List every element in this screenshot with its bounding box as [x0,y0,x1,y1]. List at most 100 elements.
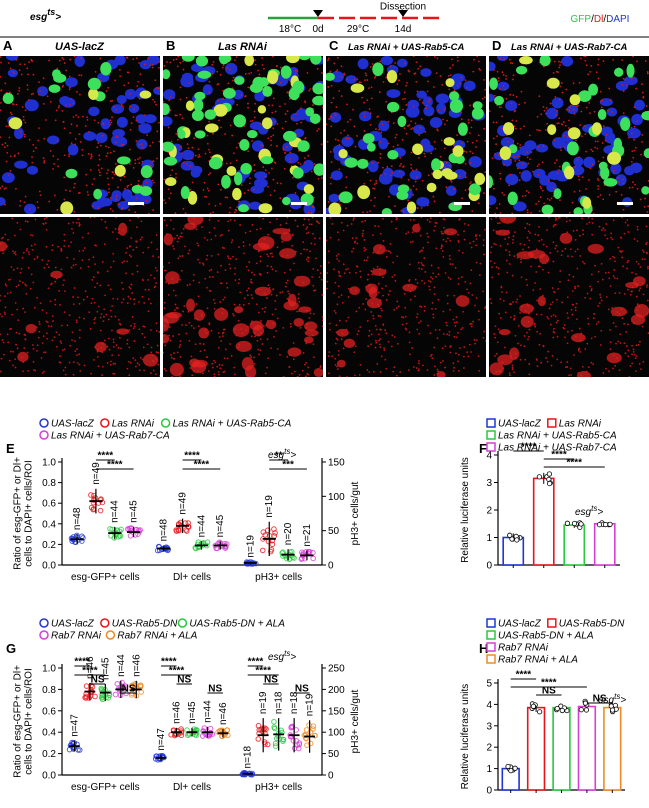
speckle [561,254,563,256]
speckle [275,270,277,272]
speckle [587,318,589,320]
speckle [282,127,284,129]
speckle [360,276,362,278]
speckle [300,253,302,255]
speckle [483,337,485,339]
speckle [10,112,12,114]
speckle [404,293,406,295]
point-cloud [515,538,519,542]
speckle [55,119,57,121]
speckle [117,203,119,205]
speckle [112,253,114,255]
speckle [538,129,540,131]
sig-label: **** [566,458,582,469]
speckle [331,355,333,357]
speckle [96,282,98,284]
speckle [465,176,467,178]
speckle [444,147,446,149]
speckle [563,135,565,137]
blob [509,347,519,360]
speckle [61,110,63,112]
speckle [121,282,123,284]
speckle [512,239,514,241]
speckle [590,290,592,292]
speckle [185,333,187,335]
speckle [71,339,73,341]
speckle [535,203,537,205]
speckle [473,59,475,61]
speckle [421,207,423,209]
y-tick-label: 1.0 [42,458,56,469]
speckle [286,146,288,148]
speckle [247,150,249,152]
progenitor [574,207,584,216]
speckle [262,145,264,147]
speckle [43,160,45,162]
speckle [431,265,433,267]
speckle [47,321,49,323]
speckle [15,254,17,256]
speckle [73,303,75,305]
speckle [508,251,510,253]
speckle [622,178,624,180]
speckle [223,332,225,334]
speckle [226,282,228,284]
speckle [258,216,260,218]
speckle [639,363,641,365]
speckle [309,88,311,90]
speckle [476,140,478,142]
speckle [187,253,189,255]
annotation-part: > [290,652,296,663]
speckle [85,174,87,176]
speckle [121,302,123,304]
speckle [449,255,451,257]
nucleus [397,59,408,68]
speckle [527,163,529,165]
speckle [288,293,290,295]
speckle [177,66,179,68]
speckle [211,64,213,66]
speckle [466,151,468,153]
speckle [568,274,570,276]
nucleus [521,170,532,181]
speckle [357,333,359,335]
speckle [569,107,571,109]
speckle [101,219,103,221]
speckle [553,72,555,74]
speckle [316,220,318,222]
speckle [280,224,282,226]
speckle [304,162,306,164]
speckle [457,234,459,236]
speckle [296,311,298,313]
speckle [73,374,75,376]
n-label: n=45 [215,514,226,537]
speckle [263,325,265,327]
speckle [218,374,220,376]
progenitor [165,177,176,186]
speckle [562,92,564,94]
speckle [613,322,615,324]
speckle [139,157,141,159]
y2-tick-label: 250 [328,664,345,675]
speckle [238,320,240,322]
speckle [426,105,428,107]
speckle [113,341,115,343]
speckle [448,88,450,90]
progenitor [450,99,463,113]
speckle [220,126,222,128]
speckle [584,133,586,135]
speckle [143,302,145,304]
speckle [623,323,625,325]
speckle [208,203,210,205]
speckle [371,333,373,335]
speckle [552,261,554,263]
speckle [115,109,117,111]
speckle [283,149,285,151]
speckle [43,371,45,373]
speckle [328,58,330,60]
speckle [1,238,3,240]
speckle [189,165,191,167]
speckle [483,128,485,130]
speckle [413,55,415,57]
speckle [490,252,492,254]
